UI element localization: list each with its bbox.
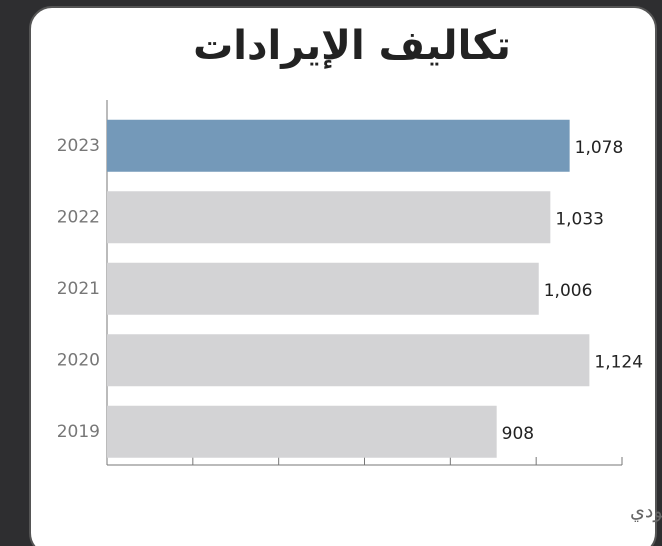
value-label: 1,006 bbox=[544, 281, 593, 301]
bar bbox=[107, 405, 497, 458]
bar bbox=[107, 119, 570, 172]
y-tick-label: 2019 bbox=[57, 422, 100, 442]
y-tick-label: 2020 bbox=[57, 350, 100, 370]
chart-title: تكاليف الإيرادات bbox=[193, 23, 511, 69]
value-label: 1,033 bbox=[555, 209, 604, 229]
value-label: 908 bbox=[502, 424, 534, 444]
bar bbox=[107, 334, 590, 387]
value-label: 1,124 bbox=[594, 352, 643, 372]
y-tick-label: 2021 bbox=[57, 279, 100, 299]
bar bbox=[107, 262, 539, 315]
y-tick-label: 2023 bbox=[57, 136, 100, 156]
x-axis-label: مليون ريال سعودي bbox=[630, 501, 662, 523]
bar bbox=[107, 191, 551, 244]
value-label: 1,078 bbox=[575, 138, 624, 158]
y-tick-label: 2022 bbox=[57, 207, 100, 227]
